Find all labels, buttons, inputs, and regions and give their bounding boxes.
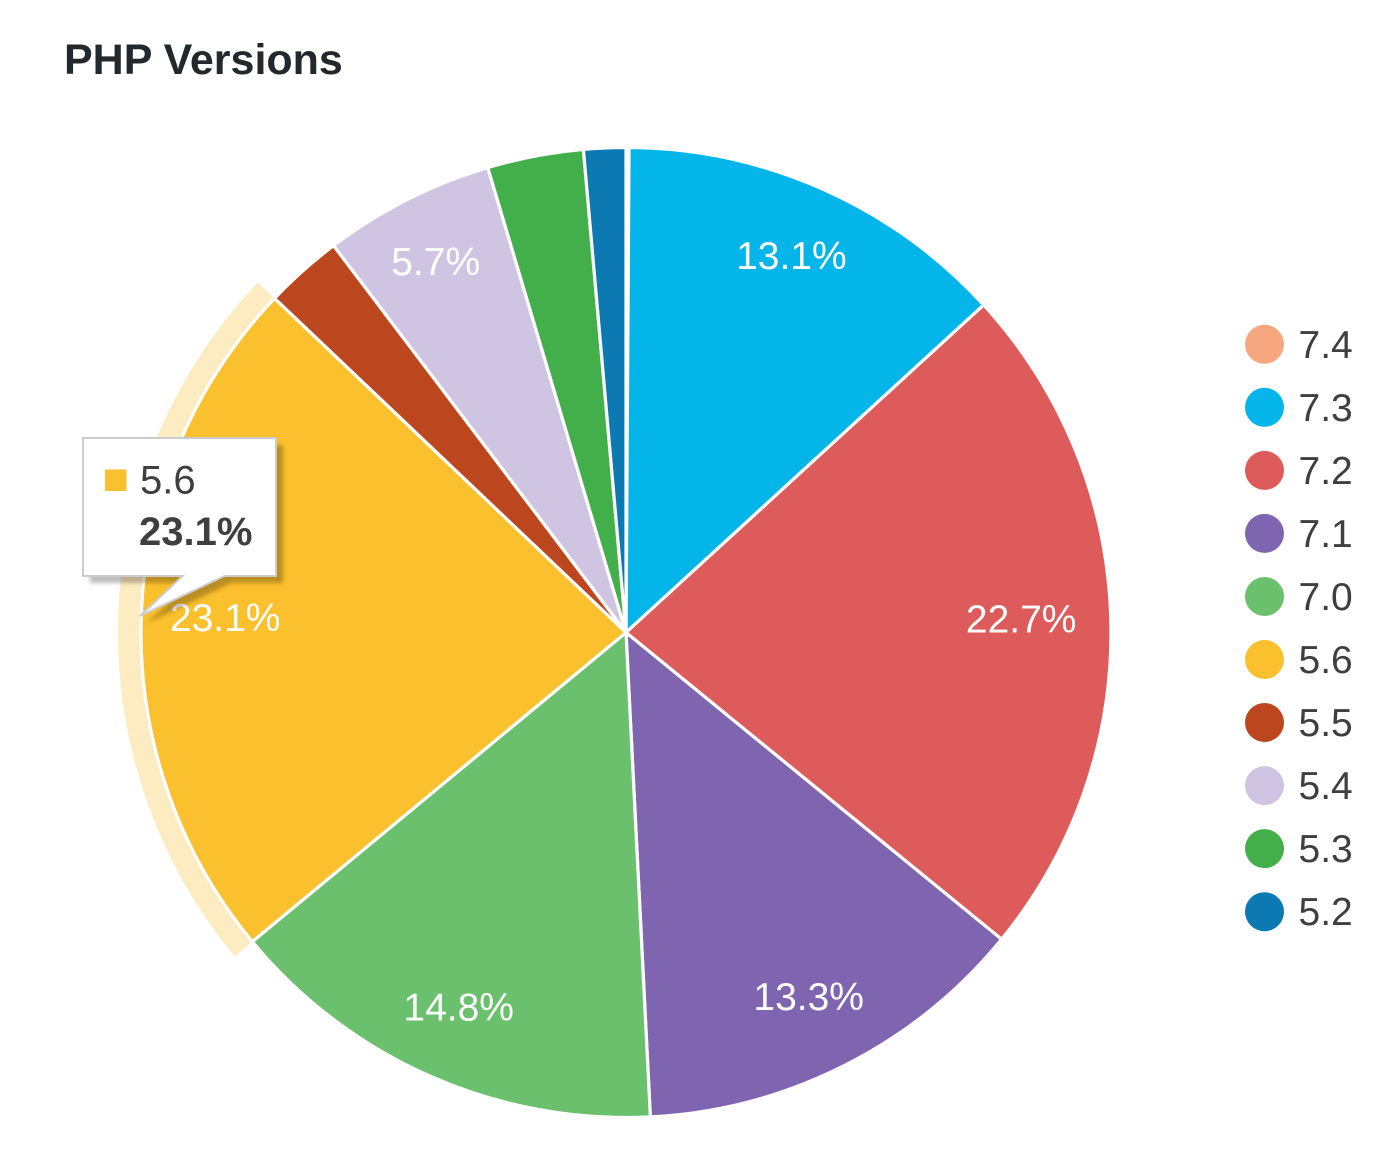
svg-text:7.0: 7.0 [1299, 576, 1353, 619]
svg-text:7.1: 7.1 [1299, 513, 1353, 556]
svg-text:7.3: 7.3 [1299, 387, 1353, 430]
svg-text:PHP Versions: PHP Versions [64, 36, 343, 84]
svg-text:5.7%: 5.7% [391, 241, 480, 284]
svg-text:7.2: 7.2 [1299, 450, 1353, 493]
svg-text:13.3%: 13.3% [753, 976, 864, 1019]
svg-text:5.5: 5.5 [1299, 702, 1353, 745]
svg-text:5.4: 5.4 [1299, 765, 1353, 808]
svg-text:7.4: 7.4 [1299, 324, 1353, 367]
svg-text:5.6: 5.6 [140, 459, 196, 503]
svg-text:13.1%: 13.1% [736, 235, 847, 278]
svg-text:22.7%: 22.7% [966, 599, 1077, 642]
svg-text:5.2: 5.2 [1299, 891, 1353, 934]
svg-text:23.1%: 23.1% [170, 597, 281, 640]
svg-text:14.8%: 14.8% [403, 987, 514, 1030]
svg-text:5.3: 5.3 [1299, 828, 1353, 871]
svg-text:23.1%: 23.1% [139, 510, 252, 554]
svg-text:5.6: 5.6 [1299, 639, 1353, 682]
